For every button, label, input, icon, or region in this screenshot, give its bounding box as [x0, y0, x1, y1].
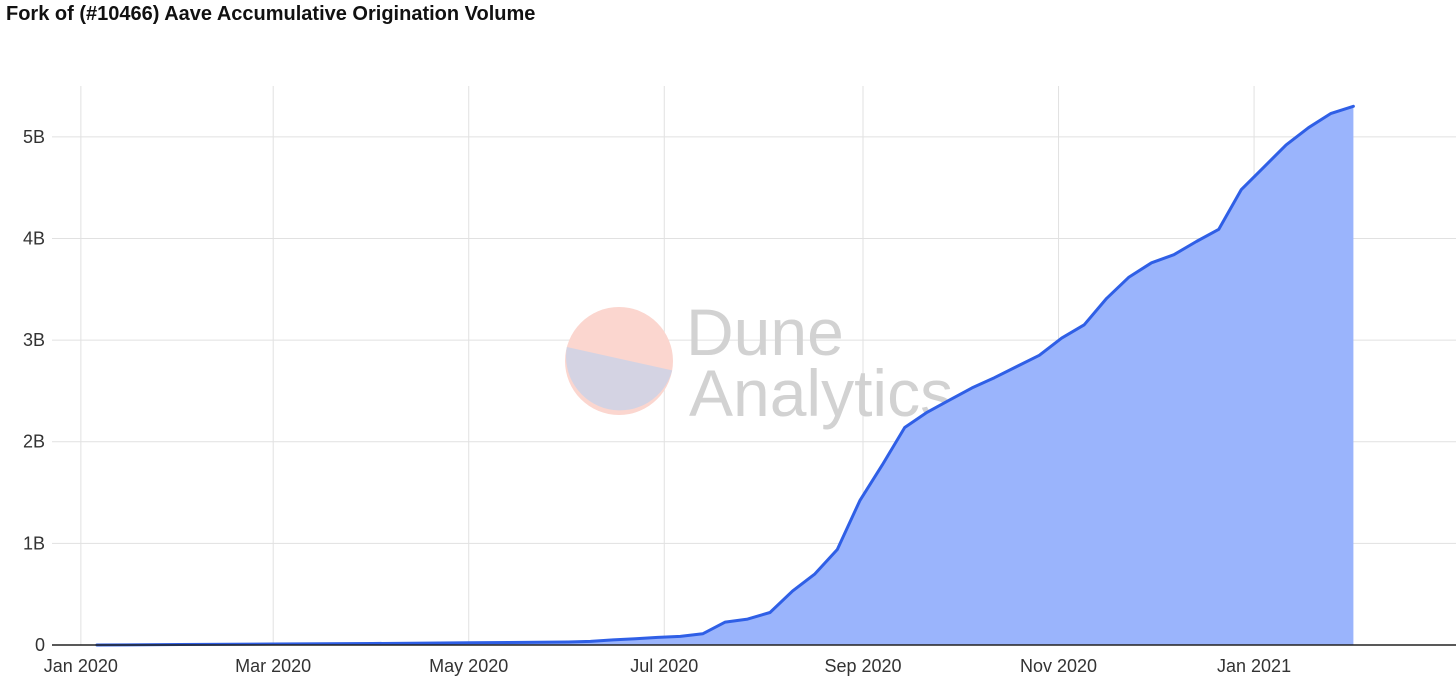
data-point[interactable]: [463, 637, 475, 649]
y-tick-label: 0: [35, 635, 45, 655]
data-point[interactable]: [876, 459, 888, 471]
data-point[interactable]: [1123, 271, 1135, 283]
watermark-line-2: Analytics: [689, 356, 953, 430]
data-point[interactable]: [988, 372, 1000, 384]
data-point[interactable]: [787, 585, 799, 597]
x-tick-label: May 2020: [429, 656, 508, 676]
x-tick-label: Mar 2020: [235, 656, 311, 676]
data-point[interactable]: [764, 607, 776, 619]
data-point[interactable]: [944, 394, 956, 406]
y-tick-label: 2B: [23, 432, 45, 452]
data-point[interactable]: [719, 616, 731, 628]
data-point[interactable]: [1056, 332, 1068, 344]
x-tick-label: Jul 2020: [630, 656, 698, 676]
series-layer: [95, 100, 1359, 650]
data-point[interactable]: [1235, 184, 1247, 196]
y-tick-label: 5B: [23, 127, 45, 147]
data-point[interactable]: [1213, 223, 1225, 235]
x-tick-label: Jan 2020: [44, 656, 118, 676]
x-tick-label: Jan 2021: [1217, 656, 1291, 676]
data-point[interactable]: [1168, 249, 1180, 261]
watermark-line-1: Dune: [686, 295, 844, 369]
axes: Jan 2020 Mar 2020 May 2020 Jul 2020 Sep 2020…: [23, 127, 1456, 676]
data-point[interactable]: [742, 613, 754, 625]
data-point[interactable]: [1258, 161, 1270, 173]
data-point[interactable]: [899, 422, 911, 434]
watermark-logo-bottom: [566, 347, 673, 411]
data-point[interactable]: [1325, 107, 1337, 119]
data-point[interactable]: [1101, 292, 1113, 304]
data-point[interactable]: [652, 631, 664, 643]
chart-title: Fork of (#10466) Aave Accumulative Origi…: [6, 3, 536, 25]
data-point[interactable]: [629, 633, 641, 645]
data-point[interactable]: [831, 544, 843, 556]
data-point[interactable]: [1146, 257, 1158, 269]
x-tick-label: Sep 2020: [824, 656, 901, 676]
area-fill-series-0: [96, 106, 1354, 646]
data-point[interactable]: [674, 630, 686, 642]
data-point[interactable]: [1011, 361, 1023, 373]
data-point[interactable]: [1303, 122, 1315, 134]
data-point[interactable]: [921, 406, 933, 418]
data-point[interactable]: [1078, 319, 1090, 331]
data-point[interactable]: [966, 382, 978, 394]
data-point[interactable]: [697, 628, 709, 640]
data-point[interactable]: [809, 568, 821, 580]
dune-analytics-watermark: Dune Analytics: [565, 295, 953, 430]
data-point[interactable]: [562, 636, 574, 648]
y-tick-label: 3B: [23, 330, 45, 350]
y-tick-label: 4B: [23, 228, 45, 248]
line-series-0: [95, 104, 1355, 647]
data-point[interactable]: [854, 495, 866, 507]
data-point[interactable]: [1280, 139, 1292, 151]
data-point[interactable]: [1033, 349, 1045, 361]
data-point[interactable]: [267, 638, 279, 650]
data-point[interactable]: [607, 634, 619, 646]
data-point[interactable]: [1190, 236, 1202, 248]
data-point[interactable]: [1347, 100, 1359, 112]
data-point[interactable]: [367, 638, 379, 650]
y-tick-label: 1B: [23, 533, 45, 553]
x-tick-label: Nov 2020: [1020, 656, 1097, 676]
